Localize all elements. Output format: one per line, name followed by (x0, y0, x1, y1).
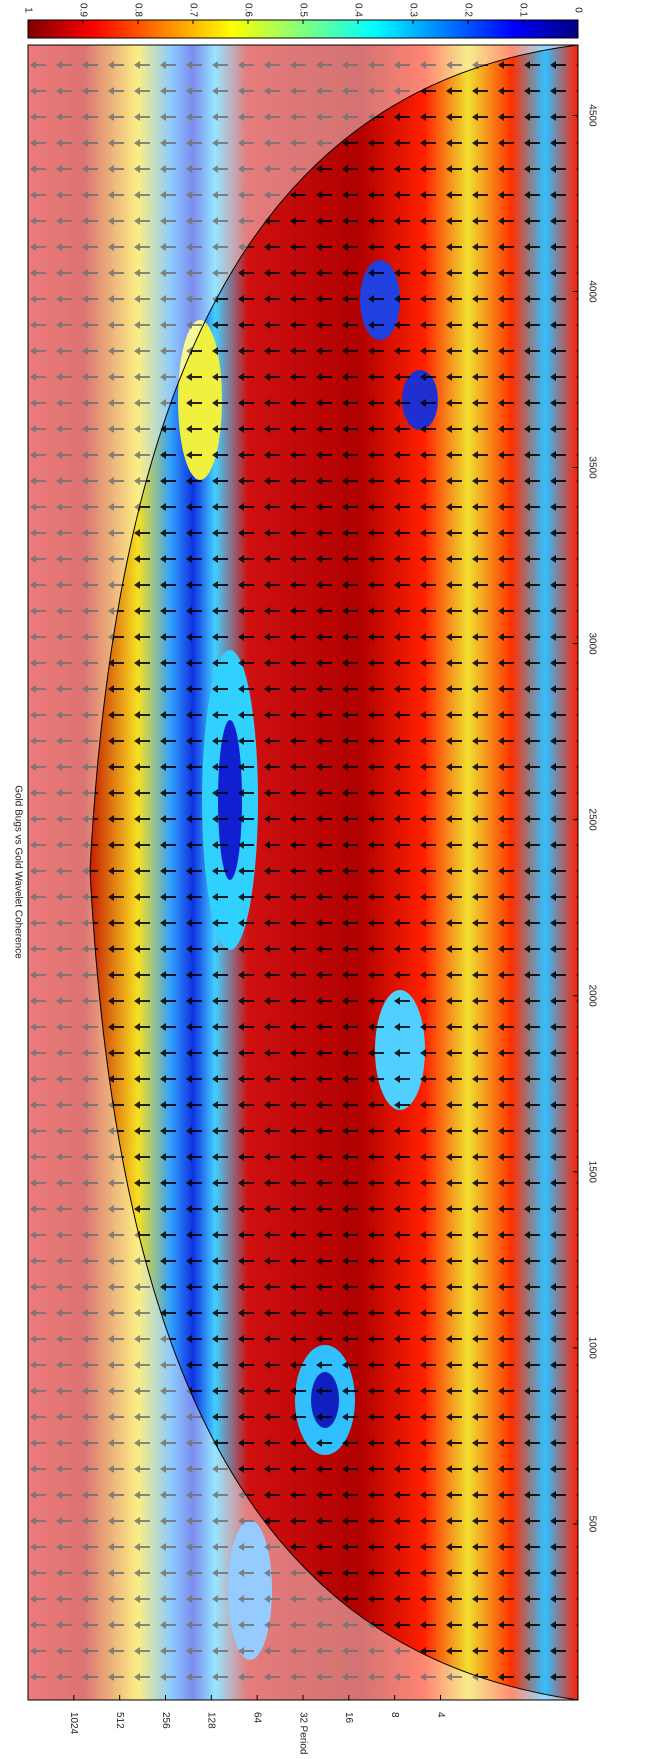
y-tick-label: 256 (160, 1712, 171, 1729)
colorbar-tick-label: 0.8 (132, 3, 143, 17)
x-tick-label: 3500 (586, 456, 597, 479)
colorbar-tick-label: 0.3 (407, 3, 418, 17)
heatmap (28, 45, 578, 1700)
colorbar-tick-label: 0.4 (352, 3, 363, 17)
colorbar-tick-label: 0.1 (517, 3, 528, 17)
y-tick-label: 4 (435, 1712, 446, 1718)
y-tick-label: 8 (389, 1712, 400, 1718)
colorbar-tick-label: 0.9 (77, 3, 88, 17)
colorbar-tick-label: 0.7 (187, 3, 198, 17)
y-tick-label: 1024 (68, 1712, 79, 1735)
x-tick-label: 1500 (586, 1161, 597, 1184)
y-tick-label: 16 (343, 1712, 354, 1724)
colorbar-tick-label: 0 (572, 7, 583, 13)
x-tick-label: 2500 (586, 809, 597, 832)
y-tick-label: 128 (206, 1712, 217, 1729)
chart-title: Gold Bugs vs Gold Wavelet Coherence (12, 785, 23, 959)
x-tick-label: 2000 (586, 985, 597, 1008)
y-tick-label: 512 (114, 1712, 125, 1729)
y-tick-label: 32 (297, 1712, 308, 1724)
colorbar-tick-label: 0.2 (462, 3, 473, 17)
colorbar-tick-label: 1 (22, 7, 33, 13)
x-tick-label: 4000 (586, 280, 597, 303)
y-axis-label: Period (297, 1726, 308, 1754)
colorbar-tick-label: 0.6 (242, 3, 253, 17)
x-tick-label: 3000 (586, 632, 597, 655)
x-tick-label: 1000 (586, 1337, 597, 1360)
colorbar-tick-label: 0.5 (297, 3, 308, 17)
x-tick-label: 4500 (586, 104, 597, 127)
y-tick-label: 64 (252, 1712, 263, 1724)
x-tick-label: 500 (586, 1516, 597, 1533)
